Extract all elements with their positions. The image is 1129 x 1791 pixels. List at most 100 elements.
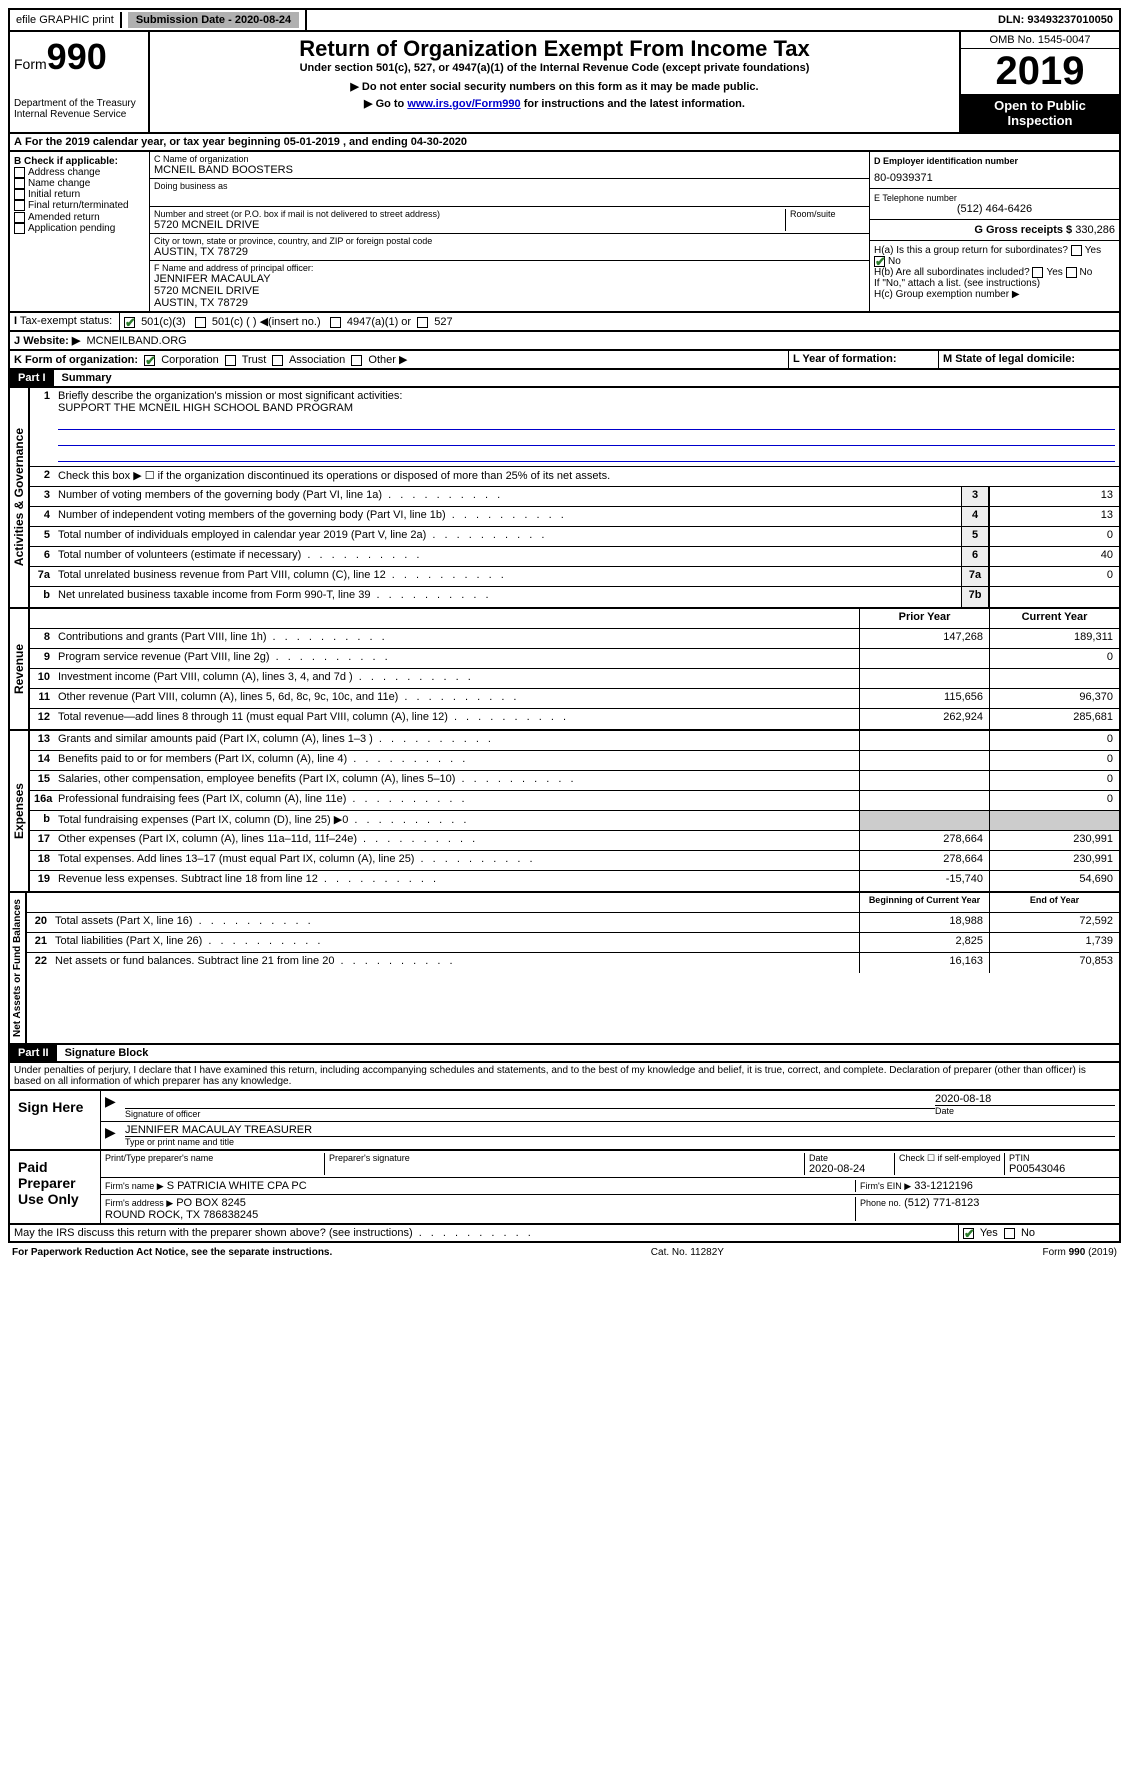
firm-name-label: Firm's name ▶ — [105, 1181, 164, 1191]
discuss-no[interactable] — [1004, 1228, 1015, 1239]
state-domicile-label: M State of legal domicile: — [943, 353, 1075, 365]
ein-label: D Employer identification number — [874, 156, 1115, 166]
check-amended[interactable]: Amended return — [14, 212, 145, 223]
check-other[interactable] — [351, 355, 362, 366]
sign-here-label: Sign Here — [10, 1091, 100, 1149]
year-formation-label: L Year of formation: — [793, 353, 897, 365]
table-row: 13Grants and similar amounts paid (Part … — [30, 731, 1119, 751]
h-a: H(a) Is this a group return for subordin… — [874, 245, 1115, 267]
section-bcd: B Check if applicable: Address change Na… — [8, 152, 1121, 313]
table-row: 4Number of independent voting members of… — [30, 507, 1119, 527]
form-org-label: K Form of organization: — [14, 354, 138, 366]
prep-date: 2020-08-24 — [809, 1163, 894, 1175]
irs-link[interactable]: www.irs.gov/Form990 — [407, 98, 520, 110]
sign-here-block: Sign Here ▶Signature of officer2020-08-1… — [8, 1091, 1121, 1151]
public-inspection: Open to Public Inspection — [961, 94, 1119, 132]
governance-vlabel: Activities & Governance — [10, 422, 28, 572]
expenses-vlabel: Expenses — [10, 777, 28, 845]
h-note: If "No," attach a list. (see instruction… — [874, 278, 1115, 289]
end-year-hdr: End of Year — [989, 893, 1119, 912]
table-row: 10Investment income (Part VIII, column (… — [30, 669, 1119, 689]
net-section: Net Assets or Fund Balances Beginning of… — [8, 893, 1121, 1045]
h-c: H(c) Group exemption number ▶ — [874, 289, 1115, 300]
check-assoc[interactable] — [272, 355, 283, 366]
org-name: MCNEIL BAND BOOSTERS — [154, 164, 865, 176]
check-501c3[interactable] — [124, 317, 135, 328]
line-a: A For the 2019 calendar year, or tax yea… — [10, 134, 1119, 150]
begin-year-hdr: Beginning of Current Year — [859, 893, 989, 912]
part2-title: Signature Block — [57, 1045, 157, 1061]
table-row: 6Total number of volunteers (estimate if… — [30, 547, 1119, 567]
form-header: Form990 Department of the Treasury Inter… — [8, 32, 1121, 134]
addr-label: Number and street (or P.O. box if mail i… — [154, 209, 785, 219]
table-row: 19Revenue less expenses. Subtract line 1… — [30, 871, 1119, 891]
check-pending[interactable]: Application pending — [14, 223, 145, 234]
city-label: City or town, state or province, country… — [154, 236, 865, 246]
tax-exempt-label: Tax-exempt status: — [20, 315, 112, 327]
date-label: Date — [935, 1106, 1115, 1116]
check-name[interactable]: Name change — [14, 178, 145, 189]
efile-label: efile GRAPHIC print — [10, 12, 122, 28]
expenses-section: Expenses 13Grants and similar amounts pa… — [8, 731, 1121, 893]
check-corp[interactable] — [144, 355, 155, 366]
sig-date: 2020-08-18 — [935, 1093, 1115, 1106]
goto-note: ▶ Go to www.irs.gov/Form990 for instruct… — [154, 97, 955, 110]
cat-no: Cat. No. 11282Y — [651, 1247, 724, 1258]
table-row: 9Program service revenue (Part VIII, lin… — [30, 649, 1119, 669]
table-row: 3Number of voting members of the governi… — [30, 487, 1119, 507]
table-row: 17Other expenses (Part IX, column (A), l… — [30, 831, 1119, 851]
table-row: 16aProfessional fundraising fees (Part I… — [30, 791, 1119, 811]
check-final[interactable]: Final return/terminated — [14, 200, 145, 211]
line2: Check this box ▶ ☐ if the organization d… — [54, 467, 1119, 486]
officer-info: JENNIFER MACAULAY 5720 MCNEIL DRIVE AUST… — [154, 273, 865, 309]
table-row: 5Total number of individuals employed in… — [30, 527, 1119, 547]
discuss-label: May the IRS discuss this return with the… — [14, 1227, 534, 1239]
form-subtitle: Under section 501(c), 527, or 4947(a)(1)… — [154, 62, 955, 74]
pra-notice: For Paperwork Reduction Act Notice, see … — [12, 1247, 332, 1258]
table-row: bTotal fundraising expenses (Part IX, co… — [30, 811, 1119, 831]
table-row: 18Total expenses. Add lines 13–17 (must … — [30, 851, 1119, 871]
tax-year: 2019 — [961, 49, 1119, 94]
revenue-vlabel: Revenue — [10, 638, 28, 700]
room-label: Room/suite — [790, 209, 865, 219]
check-addr[interactable]: Address change — [14, 167, 145, 178]
firm-addr-label: Firm's address ▶ — [105, 1198, 173, 1208]
name-title-label: Type or print name and title — [125, 1137, 1115, 1147]
gross-label: G Gross receipts $ — [974, 224, 1072, 236]
check-4947[interactable] — [330, 317, 341, 328]
firm-ein-label: Firm's EIN ▶ — [860, 1181, 911, 1191]
submission-date: Submission Date - 2020-08-24 — [128, 12, 299, 28]
officer-label: F Name and address of principal officer: — [154, 263, 865, 273]
org-address: 5720 MCNEIL DRIVE — [154, 219, 785, 231]
governance-section: Activities & Governance 1Briefly describ… — [8, 388, 1121, 609]
table-row: 11Other revenue (Part VIII, column (A), … — [30, 689, 1119, 709]
firm-name: S PATRICIA WHITE CPA PC — [167, 1180, 307, 1192]
page-footer: For Paperwork Reduction Act Notice, see … — [8, 1243, 1121, 1262]
omb-number: OMB No. 1545-0047 — [961, 32, 1119, 49]
paid-preparer-block: Paid Preparer Use Only Print/Type prepar… — [8, 1151, 1121, 1225]
phone-label: E Telephone number — [874, 193, 1115, 203]
check-501c[interactable] — [195, 317, 206, 328]
check-trust[interactable] — [225, 355, 236, 366]
part1-title: Summary — [54, 370, 120, 386]
check-initial[interactable]: Initial return — [14, 189, 145, 200]
table-row: 15Salaries, other compensation, employee… — [30, 771, 1119, 791]
line1-label: Briefly describe the organization's miss… — [58, 390, 402, 402]
current-year-hdr: Current Year — [989, 609, 1119, 628]
prior-year-hdr: Prior Year — [859, 609, 989, 628]
revenue-section: Revenue Prior YearCurrent Year 8Contribu… — [8, 609, 1121, 731]
self-employed: Check ☐ if self-employed — [895, 1153, 1005, 1175]
discuss-yes[interactable] — [963, 1228, 974, 1239]
website-value: MCNEILBAND.ORG — [86, 335, 186, 347]
prep-sig-label: Preparer's signature — [329, 1153, 804, 1163]
topbar: efile GRAPHIC print Submission Date - 20… — [8, 8, 1121, 32]
org-name-label: C Name of organization — [154, 154, 865, 164]
org-city: AUSTIN, TX 78729 — [154, 246, 865, 258]
form-number: 990 — [47, 36, 107, 77]
ein-value: 80-0939371 — [874, 172, 1115, 184]
dept-label: Department of the Treasury Internal Reve… — [14, 98, 144, 120]
website-label: Website: ▶ — [23, 335, 80, 347]
table-row: 20Total assets (Part X, line 16)18,98872… — [27, 913, 1119, 933]
ssn-note: ▶ Do not enter social security numbers o… — [154, 80, 955, 93]
check-527[interactable] — [417, 317, 428, 328]
